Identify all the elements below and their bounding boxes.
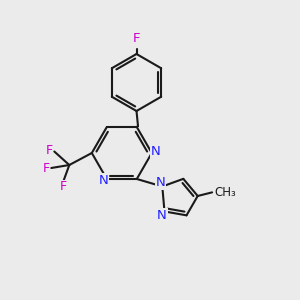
Text: F: F bbox=[59, 180, 67, 194]
Text: F: F bbox=[133, 32, 140, 46]
Text: F: F bbox=[42, 161, 50, 175]
Text: N: N bbox=[151, 145, 160, 158]
Text: CH₃: CH₃ bbox=[214, 186, 236, 199]
Text: F: F bbox=[45, 144, 52, 158]
Text: N: N bbox=[156, 176, 166, 189]
Text: N: N bbox=[157, 208, 167, 222]
Text: N: N bbox=[98, 174, 108, 187]
